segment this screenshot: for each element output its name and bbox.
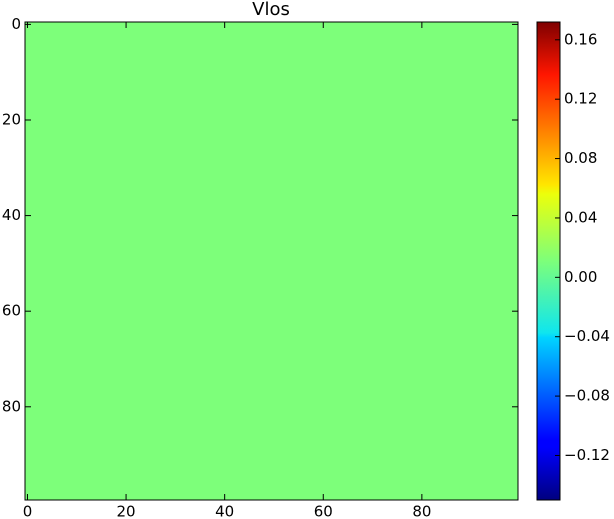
x-tick-label: 40	[215, 503, 234, 519]
image-area	[25, 22, 518, 500]
colorbar-tick-label: −0.08	[564, 387, 610, 405]
colorbar-tick-label: −0.12	[564, 446, 610, 464]
colorbar-tick-label: −0.04	[564, 327, 610, 345]
x-tick-label: 0	[23, 503, 33, 519]
colorbar-tick-label: 0.08	[564, 149, 597, 167]
chart-title: Vlos	[252, 0, 290, 20]
y-tick-label: 0	[11, 15, 21, 33]
y-tick-label: 60	[2, 302, 21, 320]
colorbar-tick-label: 0.04	[564, 208, 597, 226]
x-tick-label: 80	[412, 503, 431, 519]
y-tick-label: 20	[2, 110, 21, 128]
axes-frame	[24, 21, 519, 501]
colorbar-tick-label: 0.12	[564, 90, 597, 108]
colorbar	[536, 21, 561, 501]
y-tick-label: 80	[2, 397, 21, 415]
colorbar-tick-label: 0.00	[564, 268, 597, 286]
colorbar-tick-label: 0.16	[564, 30, 597, 48]
y-tick-label: 40	[2, 206, 21, 224]
x-tick-label: 60	[314, 503, 333, 519]
x-tick-label: 20	[117, 503, 136, 519]
